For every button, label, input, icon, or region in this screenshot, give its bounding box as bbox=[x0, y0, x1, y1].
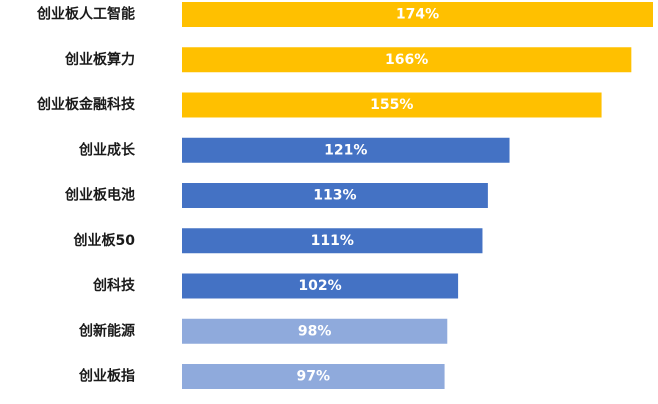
category-label-5: 创业板电池 bbox=[64, 187, 135, 204]
bar-5 bbox=[182, 183, 488, 208]
value-label-2: 166% bbox=[385, 52, 428, 68]
labels-layer: 174% 创业板人工智能 166% 创业板算力 155% 创业板金融科技 121% 创业成长 1… bbox=[36, 6, 439, 385]
category-label-4: 创业成长 bbox=[78, 141, 136, 158]
category-label-9: 创业板指 bbox=[78, 368, 135, 385]
bar-9 bbox=[182, 364, 445, 389]
value-label-3: 155% bbox=[370, 97, 413, 113]
value-label-7: 102% bbox=[298, 278, 341, 294]
bar-8 bbox=[182, 318, 448, 344]
category-label-1: 创业板人工智能 bbox=[36, 6, 135, 23]
category-label-6: 创业板50 bbox=[73, 232, 136, 249]
bar-7 bbox=[182, 273, 459, 299]
category-label-7: 创科技 bbox=[92, 277, 136, 294]
bar-2 bbox=[182, 47, 632, 73]
bar-4 bbox=[182, 137, 510, 163]
category-label-8: 创新能源 bbox=[78, 322, 135, 339]
value-label-1: 174% bbox=[396, 7, 439, 23]
bar-1 bbox=[182, 2, 653, 27]
value-label-9: 97% bbox=[297, 369, 331, 385]
category-label-3: 创业板金融科技 bbox=[36, 96, 136, 113]
bars-layer bbox=[182, 2, 653, 389]
bar-3 bbox=[182, 92, 602, 118]
bar-6 bbox=[182, 228, 483, 254]
value-label-8: 98% bbox=[298, 323, 332, 339]
category-label-2: 创业板算力 bbox=[64, 51, 135, 68]
value-label-6: 111% bbox=[311, 233, 354, 249]
value-label-4: 121% bbox=[324, 142, 367, 158]
value-label-5: 113% bbox=[313, 188, 356, 204]
